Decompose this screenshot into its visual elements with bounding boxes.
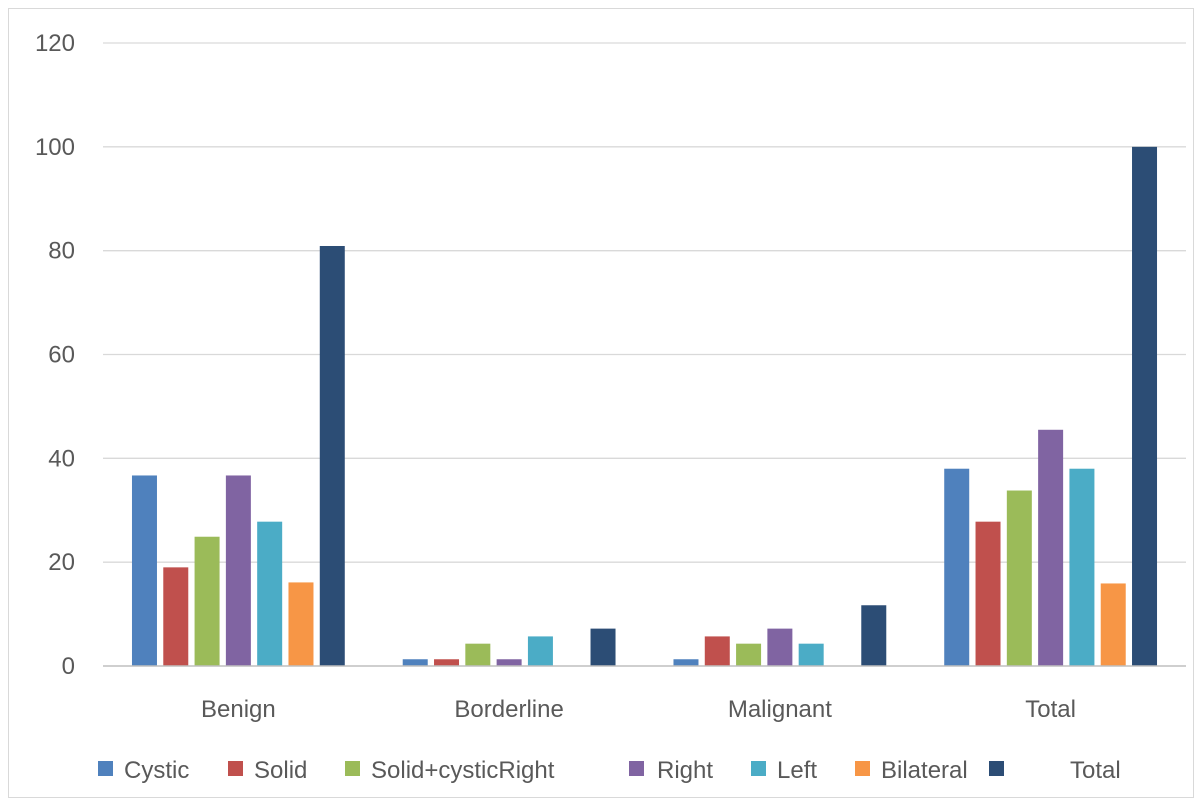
legend-label: Left bbox=[777, 757, 817, 784]
y-tick-label: 20 bbox=[48, 549, 75, 576]
bar-bilateral-total bbox=[1100, 583, 1126, 666]
bar-solid-cystic-total bbox=[1006, 490, 1032, 666]
bar-right-borderline bbox=[496, 659, 522, 666]
y-tick-label: 60 bbox=[48, 342, 75, 369]
x-category-label: Benign bbox=[201, 696, 276, 723]
legend-label: Right bbox=[657, 757, 713, 784]
y-tick-label: 80 bbox=[48, 238, 75, 265]
bar-left-benign bbox=[257, 521, 283, 666]
legend-label: Total bbox=[1070, 757, 1121, 784]
bar-right-total bbox=[1038, 429, 1064, 666]
x-axis-category-labels: Benign Borderline Malignant Total bbox=[201, 696, 1076, 723]
bar-total-malignant bbox=[861, 605, 887, 666]
bar-solid-borderline bbox=[434, 659, 460, 666]
y-axis-tick-labels: 0 20 40 60 80 100 120 bbox=[35, 30, 75, 680]
y-tick-label: 100 bbox=[35, 134, 75, 161]
legend-label: Cystic bbox=[124, 757, 189, 784]
bar-right-malignant bbox=[767, 628, 793, 666]
bar-total-benign bbox=[319, 245, 345, 666]
legend-swatch bbox=[345, 761, 360, 776]
legend-label: Solid bbox=[254, 757, 307, 784]
legend-swatch bbox=[751, 761, 766, 776]
bar-left-borderline bbox=[527, 636, 553, 666]
legend-swatch bbox=[629, 761, 644, 776]
x-category-label: Total bbox=[1025, 696, 1076, 723]
legend-swatch bbox=[98, 761, 113, 776]
legend-swatch bbox=[989, 761, 1004, 776]
bar-solid-cystic-malignant bbox=[736, 643, 762, 666]
bar-cystic-benign bbox=[131, 475, 157, 666]
legend-label: Bilateral bbox=[881, 757, 968, 784]
bar-bilateral-benign bbox=[288, 582, 314, 666]
bar-total-borderline bbox=[590, 628, 616, 666]
bar-solid-cystic-borderline bbox=[465, 643, 491, 666]
bar-right-benign bbox=[225, 475, 251, 666]
bar-solid-benign bbox=[163, 567, 189, 666]
bar-solid-cystic-benign bbox=[194, 536, 220, 666]
x-category-label: Malignant bbox=[728, 696, 832, 723]
bar-left-total bbox=[1069, 468, 1095, 666]
bars bbox=[131, 146, 1158, 667]
legend-swatch bbox=[228, 761, 243, 776]
y-tick-label: 120 bbox=[35, 30, 75, 57]
legend-swatch bbox=[855, 761, 870, 776]
bar-cystic-borderline bbox=[402, 659, 428, 666]
bar-solid-malignant bbox=[704, 636, 730, 666]
bar-solid-total bbox=[975, 521, 1001, 666]
y-tick-label: 0 bbox=[62, 653, 75, 680]
bar-cystic-malignant bbox=[673, 659, 699, 666]
bar-left-malignant bbox=[798, 643, 824, 666]
legend: Cystic Solid Solid+cysticRight Right Left Bil… bbox=[98, 757, 1121, 784]
x-category-label: Borderline bbox=[454, 696, 563, 723]
gridlines bbox=[103, 42, 1186, 563]
legend-label: Solid+cysticRight bbox=[371, 757, 555, 784]
bar-total-total bbox=[1132, 146, 1158, 667]
y-tick-label: 40 bbox=[48, 445, 75, 472]
bar-cystic-total bbox=[944, 468, 970, 666]
